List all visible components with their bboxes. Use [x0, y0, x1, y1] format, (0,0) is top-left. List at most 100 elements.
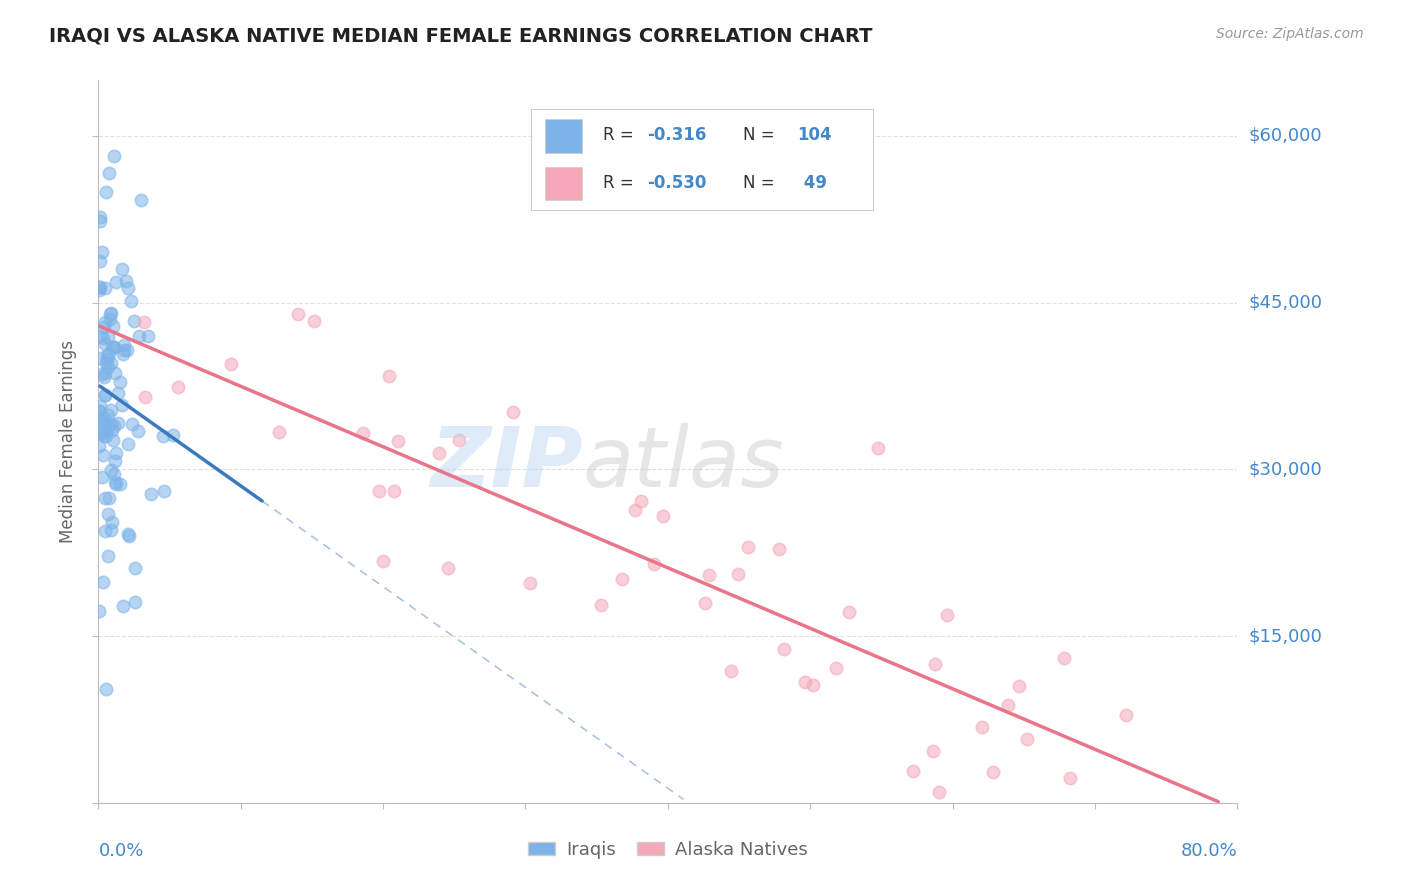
Point — [1017, 732, 1039, 747]
Point — [651, 508, 673, 523]
Point — [103, 340, 125, 354]
Point — [117, 527, 139, 541]
Point — [219, 357, 242, 371]
Point — [437, 560, 460, 574]
Point — [519, 576, 541, 591]
Point — [89, 604, 111, 618]
Point — [502, 404, 524, 418]
Point — [773, 642, 796, 657]
Point — [866, 442, 889, 456]
Point — [89, 404, 111, 418]
Point — [96, 351, 118, 366]
Point — [103, 467, 125, 481]
Point — [89, 210, 111, 224]
Point — [94, 356, 117, 370]
Point — [100, 306, 122, 320]
Point — [127, 424, 149, 438]
Point — [100, 417, 122, 431]
Point — [152, 428, 174, 442]
Point — [90, 470, 112, 484]
Point — [972, 720, 994, 734]
Point — [94, 416, 117, 430]
Point — [93, 388, 115, 402]
Point — [89, 328, 111, 343]
Point — [93, 281, 115, 295]
Point — [643, 558, 665, 572]
Point — [121, 417, 143, 431]
Point — [427, 446, 450, 460]
Text: $30,000: $30,000 — [1249, 460, 1322, 478]
Point — [697, 567, 720, 582]
Point — [378, 369, 401, 384]
Point — [89, 400, 111, 414]
Point — [107, 416, 129, 430]
Point — [91, 575, 114, 590]
Point — [89, 280, 111, 294]
Point — [103, 149, 125, 163]
Point — [134, 390, 156, 404]
Legend: Iraqis, Alaska Natives: Iraqis, Alaska Natives — [520, 834, 815, 866]
Point — [94, 387, 117, 401]
Point — [132, 316, 155, 330]
Point — [90, 425, 112, 440]
Point — [93, 320, 115, 334]
Point — [128, 328, 150, 343]
Point — [100, 462, 122, 476]
Point — [101, 515, 124, 529]
Point — [801, 677, 824, 691]
Point — [103, 419, 125, 434]
Point — [101, 424, 124, 438]
Point — [94, 366, 117, 380]
Point — [91, 448, 114, 462]
Point — [94, 185, 117, 199]
Point — [94, 424, 117, 438]
Point — [89, 214, 111, 228]
Text: IRAQI VS ALASKA NATIVE MEDIAN FEMALE EARNINGS CORRELATION CHART: IRAQI VS ALASKA NATIVE MEDIAN FEMALE EAR… — [49, 27, 873, 45]
Point — [124, 314, 146, 328]
Point — [101, 318, 124, 333]
Point — [287, 307, 309, 321]
Point — [90, 412, 112, 426]
Point — [901, 764, 924, 779]
Point — [117, 436, 139, 450]
Point — [89, 283, 111, 297]
Point — [93, 315, 115, 329]
Text: 80.0%: 80.0% — [1181, 842, 1237, 860]
Point — [302, 313, 325, 327]
Point — [98, 311, 121, 326]
Point — [112, 347, 135, 361]
Point — [89, 280, 111, 294]
Point — [768, 542, 790, 557]
Point — [110, 375, 132, 389]
Point — [124, 595, 146, 609]
Point — [120, 293, 142, 308]
Point — [94, 682, 117, 697]
Point — [98, 166, 121, 180]
Point — [93, 429, 115, 443]
Point — [117, 529, 139, 543]
Text: 0.0%: 0.0% — [98, 842, 143, 860]
Point — [1053, 651, 1076, 665]
Point — [153, 483, 176, 498]
Point — [97, 330, 120, 344]
Point — [89, 439, 111, 453]
Point — [124, 561, 146, 575]
Text: $60,000: $60,000 — [1249, 127, 1322, 145]
Point — [162, 427, 184, 442]
Point — [1008, 679, 1031, 693]
Point — [89, 404, 111, 418]
Point — [97, 408, 120, 422]
Point — [111, 599, 134, 613]
Point — [104, 475, 127, 489]
Point — [384, 483, 406, 498]
Point — [96, 348, 118, 362]
Text: $15,000: $15,000 — [1249, 627, 1322, 645]
Point — [371, 554, 394, 568]
Point — [96, 428, 118, 442]
Point — [693, 596, 716, 610]
Point — [94, 491, 117, 505]
Point — [104, 366, 127, 380]
Point — [93, 410, 115, 425]
Point — [103, 340, 125, 354]
Point — [111, 262, 134, 277]
